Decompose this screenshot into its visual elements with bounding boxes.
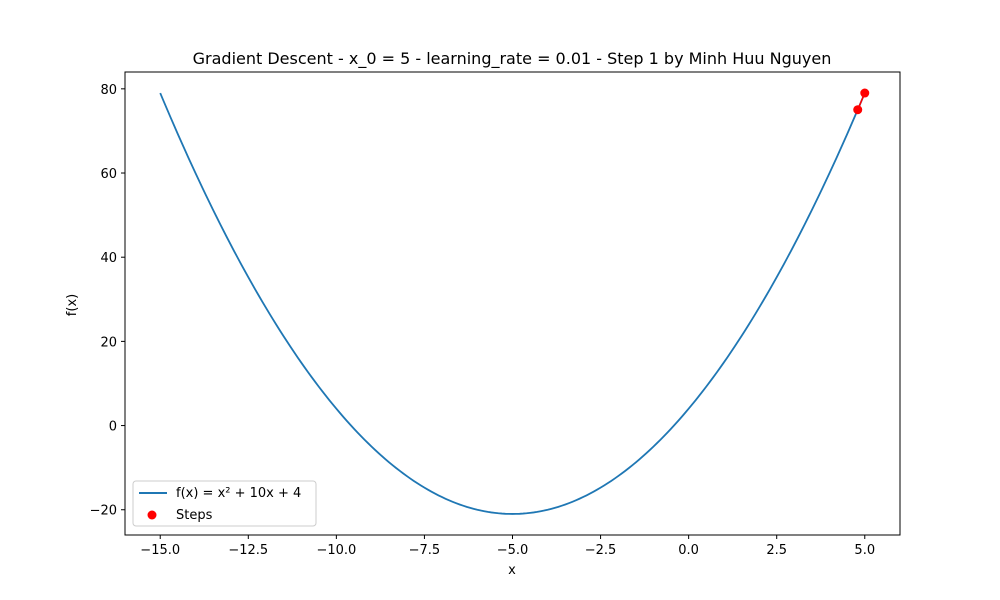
x-tick-label: 5.0 [854,543,875,558]
x-tick-label: −12.5 [228,543,268,558]
x-tick-label: −15.0 [140,543,180,558]
y-tick-label: 60 [100,167,117,182]
step-point-1 [853,105,863,115]
curve-layer [159,92,866,515]
x-tick-label: −7.5 [409,543,441,558]
x-tick-label: 0.0 [678,543,699,558]
x-tick-label: −5.0 [497,543,529,558]
y-tick-label: 0 [109,420,117,435]
function-curve [159,92,866,515]
x-tick-label: 2.5 [766,543,787,558]
y-tick-label: −20 [90,504,117,519]
y-axis-ticks: −20 0 20 40 60 80 [90,83,125,519]
x-axis-label: x [508,563,516,578]
legend-label-steps: Steps [176,508,213,523]
plot-area-frame [124,71,901,536]
x-axis-ticks: −15.0 −12.5 −10.0 −7.5 −5.0 −2.5 0.0 2.5 5.0 [140,535,875,558]
y-tick-label: 80 [100,83,117,98]
steps-layer [853,88,870,115]
legend-dot-swatch [147,510,157,520]
legend-box [132,480,317,527]
chart-title: Gradient Descent - x_0 = 5 - learning_ra… [193,49,832,69]
x-tick-label: −10.0 [316,543,356,558]
y-tick-label: 40 [100,251,117,266]
legend-label-function: f(x) = x² + 10x + 4 [176,486,301,501]
y-tick-label: 20 [100,335,117,350]
y-axis-label: f(x) [65,294,80,316]
x-tick-label: −2.5 [585,543,617,558]
step-point-0 [860,88,870,98]
legend: f(x) = x² + 10x + 4 Steps [132,480,317,527]
